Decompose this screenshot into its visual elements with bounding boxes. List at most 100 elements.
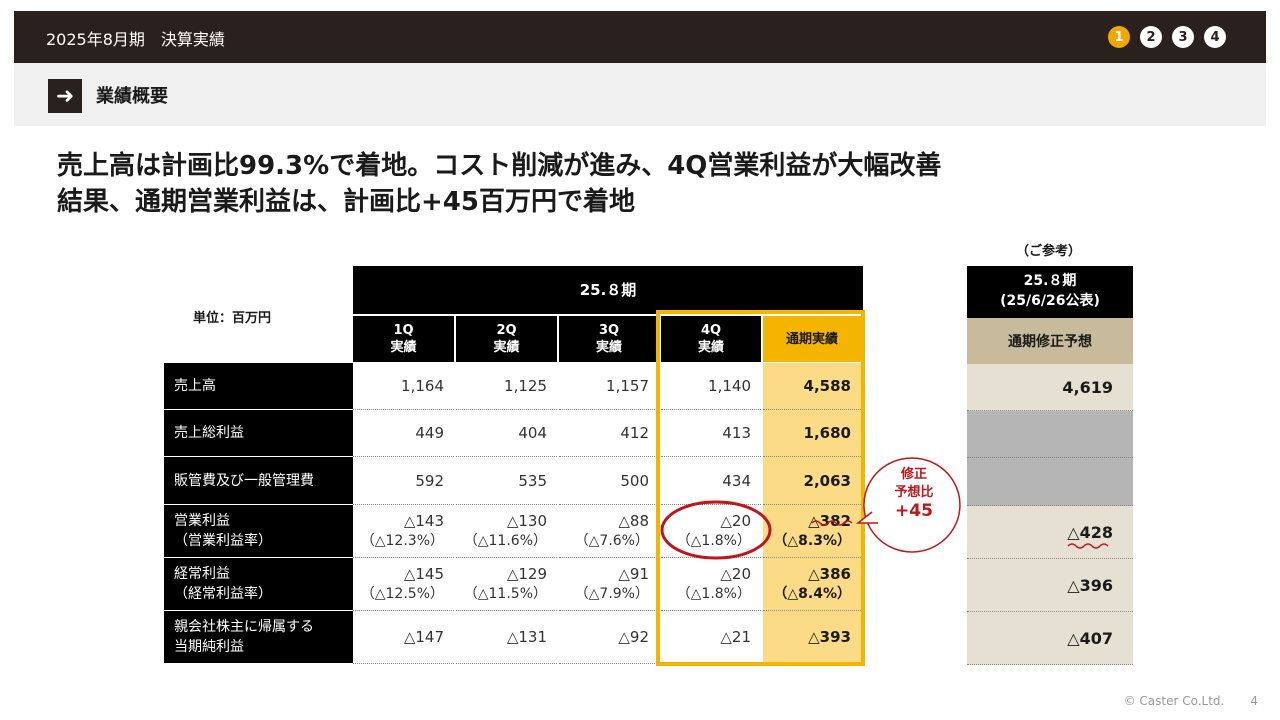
cell-ratio: （△8.4%） [773, 586, 851, 602]
page-steps: 1 2 3 4 [1108, 26, 1226, 48]
cell-value: 500 [620, 471, 649, 490]
cell-value: △131 [506, 628, 547, 646]
column-3q-line2: 実績 [595, 340, 622, 355]
table-cell: △129 （△11.5%） [456, 558, 557, 611]
row-label-subtext: 当期純利益 [174, 639, 244, 655]
row-label-operating-profit: 営業利益 （営業利益率） [164, 505, 353, 558]
column-4q-line1: 4Q [700, 323, 722, 338]
reference-column-header: 通期修正予想 [967, 318, 1133, 364]
header-title: 2025年8月期 決算実績 [46, 30, 225, 49]
reference-cell-gross-profit [967, 411, 1133, 458]
table-cell: 592 [353, 457, 454, 505]
section-title: 業績概要 [96, 86, 168, 107]
column-4q-line2: 実績 [697, 340, 724, 355]
table-cell: △91 （△7.9%） [559, 558, 659, 611]
cell-ratio: （△7.6%） [574, 533, 649, 549]
reference-label: （ご参考） [1016, 244, 1082, 259]
table-cell: △382 （△8.3%） [763, 505, 861, 558]
cell-value: 1,680 [803, 424, 851, 442]
headline-line-1: 売上高は計画比99.3%で着地。コスト削減が進み、4Q営業利益が大幅改善 [57, 151, 942, 181]
reference-period-header: 25.８期 (25/6/26公表) [967, 266, 1133, 318]
table-cell: △20 （△1.8%） [661, 505, 761, 558]
headline: 売上高は計画比99.3%で着地。コスト削減が進み、4Q営業利益が大幅改善 結果、… [57, 148, 941, 220]
row-label-text: 売上高 [174, 378, 216, 394]
cell-value: 1,164 [401, 377, 444, 395]
table-cell: △130 （△11.6%） [456, 505, 557, 558]
cell-value: 434 [722, 471, 751, 490]
step-1[interactable]: 1 [1108, 26, 1130, 48]
column-1q-line2: 実績 [390, 340, 417, 355]
copyright: © Caster Co.Ltd. [1123, 694, 1225, 708]
row-label-sales: 売上高 [164, 363, 353, 410]
table-cell: 404 [456, 410, 557, 457]
cell-value: △91 [618, 565, 649, 583]
footer: © Caster Co.Ltd. 4 [1124, 694, 1258, 708]
table-cell: △386 （△8.4%） [763, 558, 861, 611]
table-cell: △131 [456, 611, 557, 664]
section-bar: ➜ 業績概要 [14, 63, 1266, 126]
cell-ratio: （△12.5%） [360, 586, 444, 602]
table-cell: △147 [353, 611, 454, 664]
row-label-net-income: 親会社株主に帰属する 当期純利益 [164, 611, 353, 664]
table-cell: 413 [661, 410, 761, 457]
column-header-3q: 3Q 実績 [559, 316, 659, 362]
cell-value: △130 [506, 512, 547, 530]
note-line3: +45 [895, 501, 933, 521]
cell-value: 1,140 [708, 377, 751, 395]
reference-period-line1: 25.８期 [1023, 273, 1077, 289]
cell-value: △393 [808, 628, 851, 646]
row-label-subtext: （経常利益率） [174, 586, 272, 602]
reference-cell-ordinary-profit: △396 [967, 559, 1133, 612]
reference-cell-net-income: △407 [967, 612, 1133, 665]
cell-value: △129 [506, 565, 547, 583]
cell-value: △21 [720, 628, 751, 646]
column-1q-line1: 1Q [393, 323, 414, 338]
step-4[interactable]: 4 [1204, 26, 1226, 48]
step-3[interactable]: 3 [1172, 26, 1194, 48]
row-label-ordinary-profit: 経常利益 （経常利益率） [164, 558, 353, 611]
cell-value: 449 [415, 424, 444, 442]
unit-label: 単位：百万円 [193, 311, 272, 326]
cell-value: △143 [403, 512, 444, 530]
row-label-gross-profit: 売上総利益 [164, 410, 353, 457]
table-cell: 4,588 [763, 363, 861, 410]
note-line2: 予想比 [894, 485, 934, 500]
reference-cell-sga [967, 458, 1133, 506]
table-cell: △92 [559, 611, 659, 664]
reference-cell-operating-profit: △428 [967, 506, 1133, 559]
table-cell: 2,063 [763, 457, 861, 505]
table-cell: △393 [763, 611, 861, 664]
cell-value: 1,157 [606, 377, 649, 395]
step-2[interactable]: 2 [1140, 26, 1162, 48]
table-cell: 500 [559, 457, 659, 505]
row-label-sga: 販管費及び一般管理費 [164, 457, 353, 505]
row-label-text: 販管費及び一般管理費 [174, 472, 314, 489]
row-label-text: 営業利益 [174, 513, 230, 529]
table-cell: 1,164 [353, 363, 454, 410]
column-header-4q: 4Q 実績 [661, 316, 761, 362]
column-header-2q: 2Q 実績 [456, 316, 557, 362]
cell-value: 2,063 [803, 471, 851, 490]
cell-value: 592 [415, 471, 444, 490]
table-cell: △20 （△1.8%） [661, 558, 761, 611]
period-header: 25.８期 [353, 266, 863, 314]
table-cell: 535 [456, 457, 557, 505]
arrow-right-icon: ➜ [48, 79, 82, 113]
table-cell: △88 （△7.6%） [559, 505, 659, 558]
table-cell: 449 [353, 410, 454, 457]
cell-ratio: （△7.9%） [574, 586, 649, 602]
column-2q-line1: 2Q [496, 323, 517, 338]
reference-cell-sales: 4,619 [967, 364, 1133, 411]
cell-value: △147 [403, 628, 444, 646]
table-cell: △143 （△12.3%） [353, 505, 454, 558]
cell-value: △20 [720, 565, 751, 583]
column-header-1q: 1Q 実績 [353, 316, 454, 362]
forecast-diff-note: 修正 予想比 +45 [866, 466, 962, 520]
cell-ratio: （△11.5%） [463, 586, 547, 602]
cell-value: △92 [618, 628, 649, 646]
column-3q-line1: 3Q [598, 323, 620, 338]
cell-value: △88 [618, 512, 649, 530]
cell-value: 413 [722, 424, 751, 442]
column-header-full-year: 通期実績 [763, 316, 861, 362]
cell-value: 404 [518, 424, 547, 442]
